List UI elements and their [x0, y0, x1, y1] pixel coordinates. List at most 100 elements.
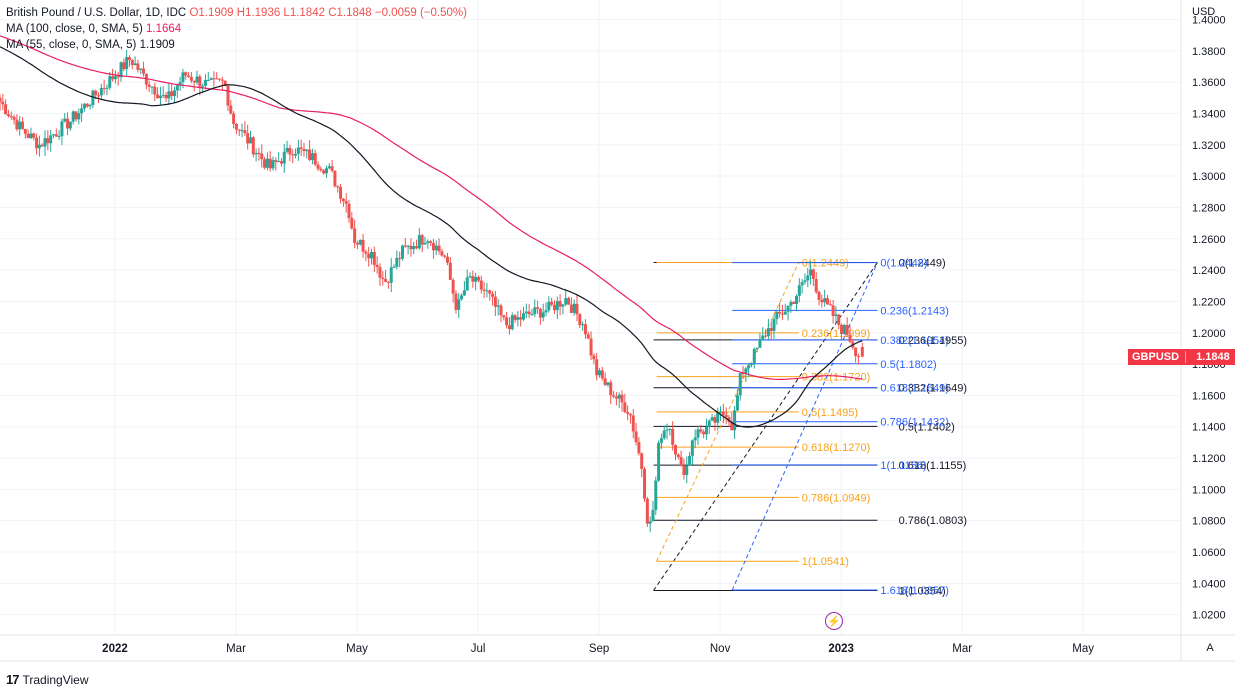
- candle-body: [854, 347, 858, 357]
- candle-body: [840, 324, 844, 335]
- candle-body: [237, 129, 241, 131]
- candle-body: [707, 420, 711, 427]
- candle-body: [43, 138, 47, 147]
- candle-body: [451, 280, 455, 294]
- candle-body: [18, 121, 22, 130]
- candle-body: [648, 521, 652, 524]
- fib-level-label: 0.382(1.1649): [899, 383, 968, 395]
- candle-body: [88, 105, 92, 107]
- x-tick-label: Mar: [226, 643, 246, 655]
- y-tick-label: 1.1200: [1192, 453, 1226, 465]
- candle-body: [617, 394, 621, 399]
- candle-body: [457, 299, 461, 310]
- tradingview-logo-icon[interactable]: 17: [6, 672, 20, 687]
- candle-body: [412, 246, 416, 250]
- candle-body: [552, 304, 556, 311]
- candle-body: [668, 428, 672, 430]
- candle-body: [167, 91, 171, 99]
- candle-body: [6, 114, 10, 117]
- candle-body: [856, 356, 860, 358]
- candle-body: [327, 166, 331, 169]
- fib-level-label: 1(1.1156): [880, 460, 926, 472]
- candle-body: [825, 298, 829, 305]
- candle-body: [513, 315, 517, 320]
- candle-body: [364, 251, 368, 254]
- candle-body: [279, 161, 283, 164]
- candle-body: [263, 159, 267, 168]
- candle-body: [251, 137, 255, 155]
- candle-body: [153, 86, 157, 95]
- candle-body: [423, 242, 427, 245]
- symbol-title[interactable]: British Pound / U.S. Dollar, 1D, IDC: [6, 7, 187, 19]
- lightning-icon[interactable]: ⚡: [825, 612, 843, 630]
- ma100-legend-row[interactable]: MA (100, close, 0, SMA, 5) 1.1664: [6, 21, 467, 37]
- candle-body: [206, 79, 210, 81]
- candle-body: [685, 465, 689, 475]
- candle-body: [848, 334, 852, 342]
- candle-body: [187, 75, 191, 77]
- candle-body: [37, 144, 41, 149]
- candle-body: [564, 298, 568, 305]
- candle-body: [32, 133, 36, 138]
- candle-body: [77, 113, 81, 120]
- y-tick-label: 1.4000: [1192, 15, 1226, 27]
- candle-body: [375, 264, 379, 267]
- fibonacci-retracements[interactable]: 0(1.2449) 0.236(1.1955) 0.382(1.1649) 0.5(1…: [653, 257, 968, 598]
- candle-body: [322, 170, 326, 174]
- candle-body: [741, 373, 745, 375]
- candle-body: [178, 82, 182, 86]
- candle-body: [299, 147, 303, 150]
- candle-body: [296, 147, 300, 154]
- candle-body: [575, 303, 579, 315]
- candle-body: [623, 402, 627, 413]
- candle-body: [704, 426, 708, 435]
- candle-body: [797, 285, 801, 296]
- candle-body: [775, 311, 779, 320]
- candle-body: [769, 328, 773, 331]
- candle-body: [493, 296, 497, 307]
- candle-body: [125, 57, 129, 70]
- candle-body: [485, 290, 489, 292]
- candle-body: [482, 289, 486, 291]
- tradingview-brand[interactable]: TradingView: [22, 672, 89, 687]
- candle-body: [507, 325, 511, 330]
- candle-body: [232, 113, 236, 124]
- y-tick-label: 1.2400: [1192, 265, 1226, 277]
- candle-body: [860, 347, 864, 357]
- fib-level-label: 0(1.2449): [899, 257, 946, 269]
- ma100-label: MA (100, close, 0, SMA, 5): [6, 23, 143, 35]
- candle-body: [721, 411, 725, 415]
- candle-body: [431, 243, 435, 251]
- fib-level-label: 0.786(1.0803): [899, 515, 968, 527]
- candle-body: [353, 228, 357, 243]
- candle-body: [837, 314, 841, 325]
- candle-body: [313, 153, 317, 165]
- candle-body: [662, 430, 666, 439]
- candle-body: [12, 116, 16, 120]
- candle-body: [9, 116, 13, 118]
- ma100-value: 1.1664: [145, 23, 182, 35]
- candle-body: [147, 84, 151, 87]
- candle-body: [344, 201, 348, 204]
- candle-body: [370, 251, 374, 259]
- candle-body: [4, 104, 8, 115]
- candle-body: [21, 121, 25, 129]
- candle-body: [488, 290, 492, 294]
- candle-body: [248, 137, 252, 144]
- candle-body: [803, 280, 807, 283]
- candle-body: [738, 373, 742, 396]
- candle-body: [184, 72, 188, 76]
- ma55-legend-row[interactable]: MA (55, close, 0, SMA, 5) 1.1909: [6, 37, 467, 53]
- candle-body: [502, 315, 506, 318]
- candle-body: [595, 359, 599, 376]
- candle-body: [702, 431, 706, 435]
- candle-body: [651, 509, 655, 522]
- y-tick-label: 1.3600: [1192, 77, 1226, 89]
- candle-body: [679, 456, 683, 466]
- candle-body: [572, 303, 576, 313]
- x-tick-label: May: [346, 643, 368, 655]
- candle-body: [626, 412, 630, 414]
- auto-scale-button[interactable]: A: [1206, 642, 1214, 654]
- candle-body: [173, 90, 177, 97]
